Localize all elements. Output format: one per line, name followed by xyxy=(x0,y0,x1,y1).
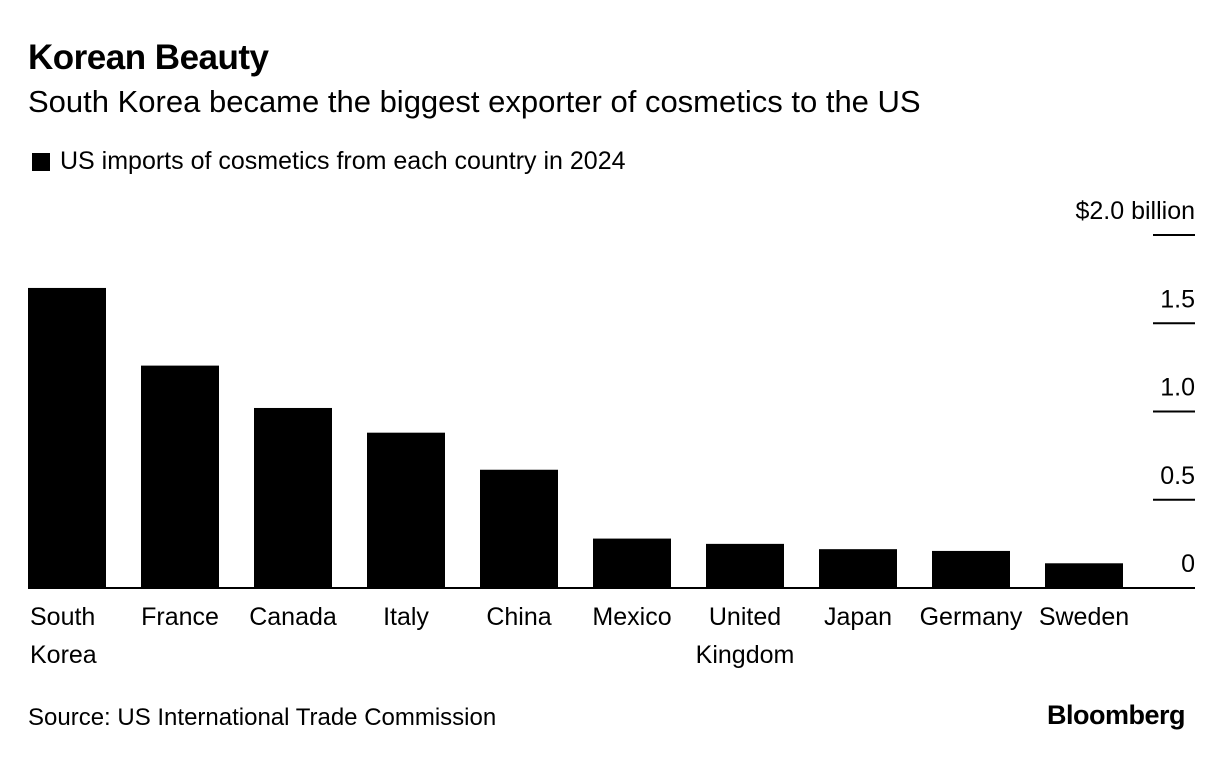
x-category-label: Mexico xyxy=(592,603,671,631)
bar xyxy=(254,408,332,588)
x-category-label: Japan xyxy=(824,603,892,631)
x-category-label: South xyxy=(30,603,95,631)
source-note: Source: US International Trade Commissio… xyxy=(28,704,496,732)
x-category-label: Kingdom xyxy=(696,641,795,669)
y-tick-label: 0 xyxy=(1181,550,1195,578)
x-category-label: China xyxy=(486,603,551,631)
bar xyxy=(593,539,671,588)
bar-chart: 0 0.5 1.0 1.5 $2.0 billion South Korea France Ca… xyxy=(0,0,1223,760)
bar xyxy=(141,366,219,588)
y-tick-label: $2.0 billion xyxy=(1075,197,1195,225)
bar xyxy=(28,288,106,588)
y-tick-label: 0.5 xyxy=(1160,462,1195,490)
x-category-label: Canada xyxy=(249,603,337,631)
x-category-label: France xyxy=(141,603,219,631)
bar xyxy=(932,551,1010,588)
x-category-label: Sweden xyxy=(1039,603,1129,631)
x-category-label: Korea xyxy=(30,641,97,669)
x-category-label: Germany xyxy=(920,603,1023,631)
bar xyxy=(367,433,445,588)
y-tick-label: 1.5 xyxy=(1160,285,1195,313)
bar xyxy=(706,544,784,588)
x-category-label: Italy xyxy=(383,603,429,631)
x-category-label: United xyxy=(709,603,781,631)
bloomberg-logo: Bloomberg xyxy=(1047,700,1185,731)
bar xyxy=(819,549,897,588)
y-tick-label: 1.0 xyxy=(1160,374,1195,402)
bar xyxy=(480,470,558,588)
bar xyxy=(1045,563,1123,588)
